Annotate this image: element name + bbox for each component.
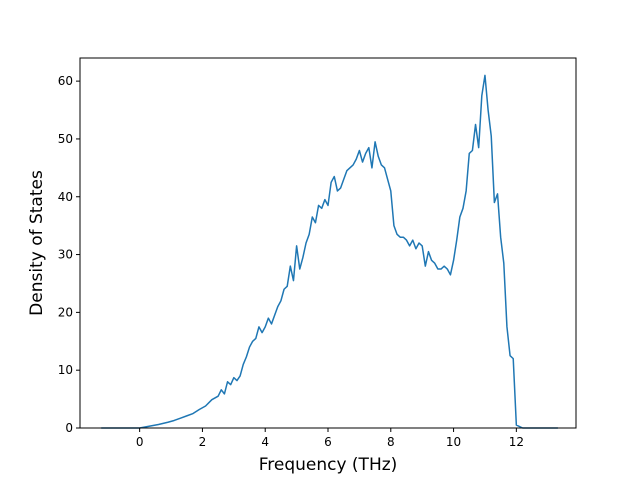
- x-tick-label: 6: [324, 435, 332, 449]
- x-tick-label: 12: [509, 435, 524, 449]
- dos-series-line: [101, 74, 558, 429]
- y-tick-label: 10: [58, 363, 73, 377]
- y-axis-title: Density of States: [27, 170, 47, 316]
- x-tick-label: 10: [446, 435, 461, 449]
- x-axis-ticks: 0 2 4 6 8 10 12: [136, 428, 524, 449]
- y-tick-label: 50: [58, 132, 73, 146]
- x-tick-label: 4: [261, 435, 269, 449]
- plot-area: [80, 58, 576, 428]
- y-tick-label: 60: [58, 74, 73, 88]
- x-tick-label: 2: [199, 435, 207, 449]
- x-axis-title: Frequency (THz): [259, 455, 398, 475]
- y-axis-ticks: 0 10 20 30 40 50 60: [58, 74, 80, 435]
- x-tick-label: 0: [136, 435, 144, 449]
- y-tick-label: 30: [58, 248, 73, 262]
- x-tick-label: 8: [387, 435, 395, 449]
- y-tick-label: 20: [58, 305, 73, 319]
- y-tick-label: 0: [65, 421, 73, 435]
- y-tick-label: 40: [58, 190, 73, 204]
